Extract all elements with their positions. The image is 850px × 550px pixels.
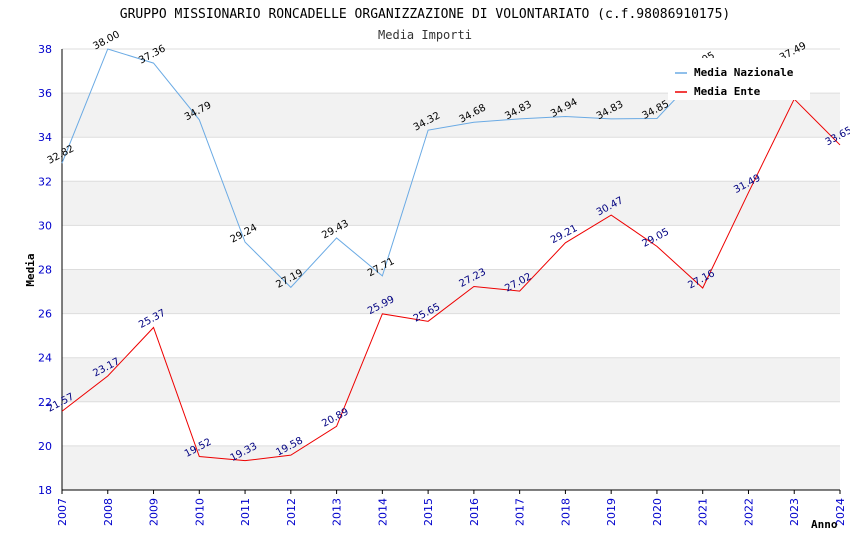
plot-background-bands [62, 93, 840, 490]
y-tick-label-26: 26 [38, 308, 52, 321]
y-tick-label-36: 36 [38, 87, 52, 100]
y-tick-label-28: 28 [38, 264, 52, 277]
x-tick-label-2007: 2007 [56, 498, 69, 526]
x-tick-label-2011: 2011 [239, 498, 252, 526]
x-tick-label-2024: 2024 [834, 498, 847, 526]
y-tick-label-22: 22 [38, 396, 52, 409]
plot-band [62, 269, 840, 314]
legend: Media Nazionale Media Ente [668, 58, 810, 100]
x-tick-label-2016: 2016 [468, 498, 481, 526]
x-tick-label-2022: 2022 [742, 498, 755, 526]
x-tick-label-2012: 2012 [285, 498, 298, 526]
legend-box [668, 58, 810, 100]
series-line-media-ente [61, 98, 841, 462]
plot-band [62, 357, 840, 402]
chart-subtitle: Media Importi [378, 28, 472, 42]
x-tick-label-2019: 2019 [605, 498, 618, 526]
y-tick-label-18: 18 [38, 484, 52, 497]
x-tick-label-2008: 2008 [102, 498, 115, 526]
plot-band [62, 93, 840, 138]
axes [61, 49, 841, 494]
x-tick-label-2013: 2013 [331, 498, 344, 526]
x-tick-label-2020: 2020 [651, 498, 664, 526]
y-axis-label: Media [24, 253, 37, 286]
x-tick-label-2021: 2021 [697, 498, 710, 526]
y-tick-label-30: 30 [38, 219, 52, 232]
y-tick-label-38: 38 [38, 43, 52, 56]
x-tick-label-2009: 2009 [148, 498, 161, 526]
x-tick-label-2014: 2014 [376, 498, 389, 526]
y-tick-label-20: 20 [38, 440, 52, 453]
legend-label-media-ente: Media Ente [694, 85, 761, 98]
data-label-media-ente-2013: 20.89 [320, 406, 350, 429]
y-tick-label-34: 34 [38, 131, 52, 144]
x-axis-label: Anno [811, 518, 838, 531]
plot-band [62, 445, 840, 490]
x-tick-label-2010: 2010 [193, 498, 206, 526]
plot-band [62, 181, 840, 226]
series-line-media-nazionale [61, 48, 795, 289]
data-label-media-ente-2020: 29.05 [641, 227, 671, 250]
x-tick-label-2018: 2018 [559, 498, 572, 526]
y-tick-label-32: 32 [38, 175, 52, 188]
y-tick-label-24: 24 [38, 352, 52, 365]
data-label-media-ente-2018: 29.21 [549, 223, 579, 246]
series-lines [61, 48, 841, 462]
x-tick-label-2023: 2023 [788, 498, 801, 526]
x-tick-label-2015: 2015 [422, 498, 435, 526]
x-tick-label-2017: 2017 [514, 498, 527, 526]
data-label-media-nazionale-2007: 32.82 [46, 143, 76, 166]
legend-label-media-nazionale: Media Nazionale [694, 66, 794, 79]
chart-title: GRUPPO MISSIONARIO RONCADELLE ORGANIZZAZ… [120, 7, 730, 22]
